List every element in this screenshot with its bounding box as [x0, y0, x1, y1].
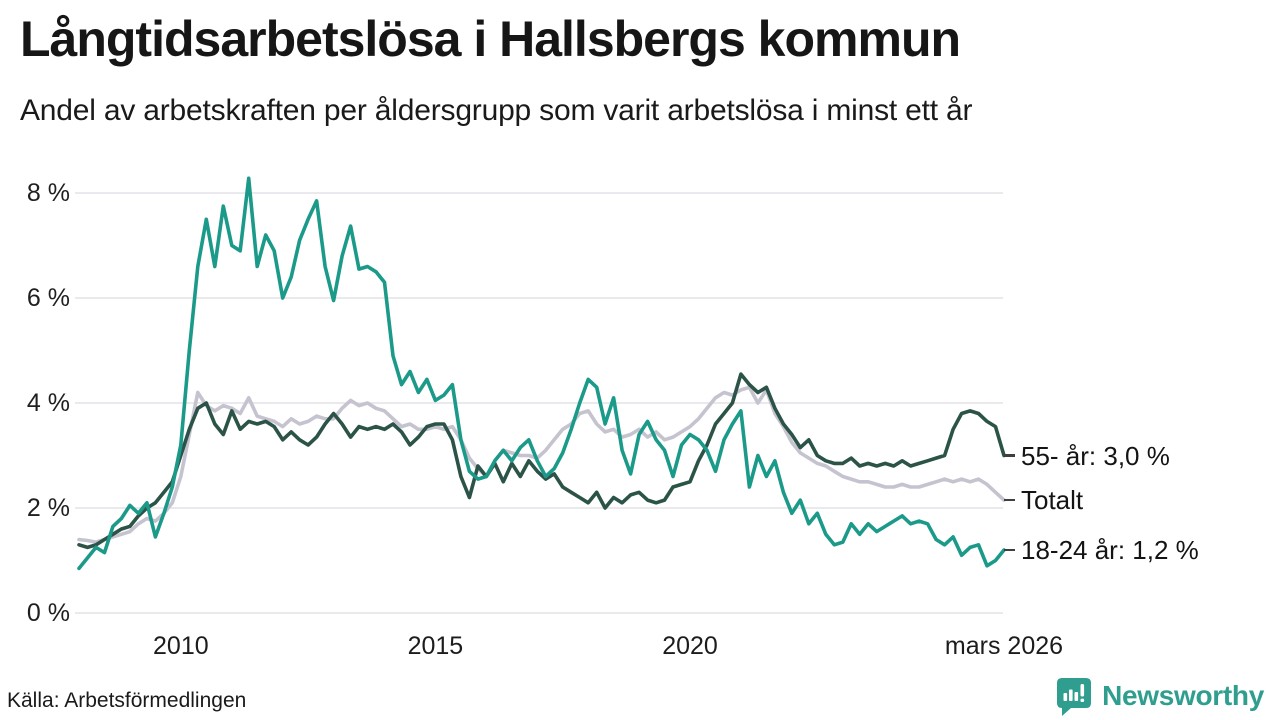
source-note: Källa: Arbetsförmedlingen	[7, 689, 247, 712]
x-axis-label: mars 2026	[944, 632, 1064, 660]
x-axis-label: 2010	[153, 632, 209, 660]
y-axis-label: 8 %	[26, 179, 70, 207]
series-label-tick	[1004, 454, 1015, 457]
series-end-label: Totalt	[1021, 485, 1084, 516]
newsworthy-bubble-chart-icon	[1057, 678, 1092, 716]
x-axis-label: 2020	[662, 632, 718, 660]
newsworthy-wordmark: Newsworthy	[1102, 680, 1264, 711]
x-axis-label: 2015	[407, 632, 464, 660]
newsworthy-logo: Newsworthy	[1055, 676, 1264, 716]
y-axis-label: 2 %	[26, 494, 70, 522]
series-end-label: 55- år: 3,0 %	[1021, 440, 1170, 471]
chart-title: Långtidsarbetslösa i Hallsbergs kommun	[20, 11, 961, 67]
series-end-label: 18-24 år: 1,2 %	[1021, 535, 1199, 565]
series-line-55- år	[77, 372, 1006, 550]
series-line-Totalt	[77, 385, 1006, 544]
y-axis-label: 6 %	[26, 284, 70, 312]
series-line-18-24 år	[77, 176, 1006, 571]
y-axis-label: 4 %	[26, 389, 70, 417]
chart-subtitle: Andel av arbetskraften per åldersgrupp s…	[20, 94, 973, 127]
series-label-tick	[1004, 498, 1015, 502]
y-axis-label: 0 %	[26, 599, 70, 627]
series-label-tick	[1004, 548, 1015, 552]
